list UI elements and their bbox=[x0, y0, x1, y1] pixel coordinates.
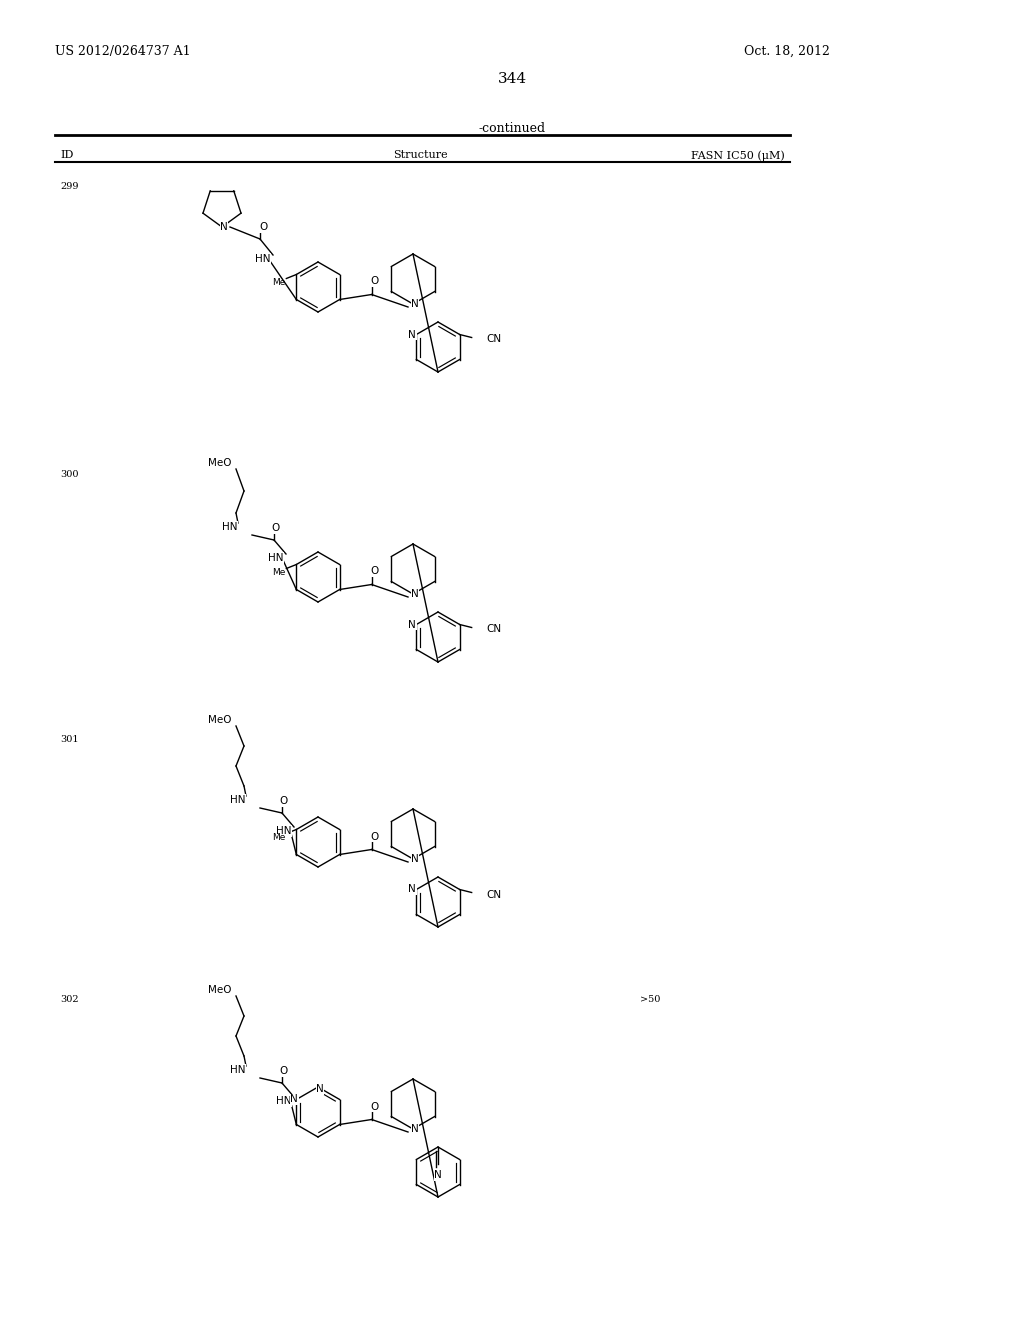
Text: Me: Me bbox=[271, 279, 285, 286]
Text: HN: HN bbox=[276, 1096, 292, 1106]
Text: Me: Me bbox=[271, 568, 285, 577]
Text: N: N bbox=[411, 854, 419, 865]
Text: O: O bbox=[280, 796, 288, 807]
Text: CN: CN bbox=[486, 334, 502, 345]
Text: MeO: MeO bbox=[208, 715, 231, 725]
Text: Me: Me bbox=[271, 833, 285, 842]
Text: N: N bbox=[316, 1084, 324, 1094]
Text: US 2012/0264737 A1: US 2012/0264737 A1 bbox=[55, 45, 190, 58]
Text: 302: 302 bbox=[60, 995, 79, 1005]
Text: MeO: MeO bbox=[208, 985, 231, 995]
Text: N: N bbox=[411, 589, 419, 599]
Text: N: N bbox=[409, 330, 416, 339]
Text: 300: 300 bbox=[60, 470, 79, 479]
Text: N: N bbox=[409, 884, 416, 895]
Text: >50: >50 bbox=[640, 995, 660, 1005]
Text: -continued: -continued bbox=[478, 121, 546, 135]
Text: MeO: MeO bbox=[208, 458, 231, 469]
Text: ID: ID bbox=[60, 150, 74, 160]
Text: N: N bbox=[411, 1125, 419, 1134]
Text: HN: HN bbox=[268, 553, 284, 564]
Text: Oct. 18, 2012: Oct. 18, 2012 bbox=[744, 45, 830, 58]
Text: 299: 299 bbox=[60, 182, 79, 191]
Text: O: O bbox=[371, 832, 379, 842]
Text: O: O bbox=[260, 222, 268, 232]
Text: CN: CN bbox=[486, 624, 502, 635]
Text: Structure: Structure bbox=[392, 150, 447, 160]
Text: HN: HN bbox=[230, 795, 246, 805]
Text: 344: 344 bbox=[498, 73, 526, 86]
Text: O: O bbox=[280, 1067, 288, 1076]
Text: N: N bbox=[434, 1170, 442, 1180]
Text: N: N bbox=[409, 619, 416, 630]
Text: N: N bbox=[291, 1094, 298, 1105]
Text: O: O bbox=[371, 566, 379, 577]
Text: 301: 301 bbox=[60, 735, 79, 744]
Text: O: O bbox=[371, 1101, 379, 1111]
Text: CN: CN bbox=[486, 890, 502, 899]
Text: HN: HN bbox=[230, 1065, 246, 1074]
Text: HN: HN bbox=[222, 521, 238, 532]
Text: O: O bbox=[272, 523, 281, 533]
Text: HN: HN bbox=[276, 826, 292, 836]
Text: O: O bbox=[371, 276, 379, 286]
Text: N: N bbox=[220, 222, 228, 232]
Text: HN: HN bbox=[255, 253, 270, 264]
Text: FASN IC50 (μM): FASN IC50 (μM) bbox=[691, 150, 785, 161]
Text: N: N bbox=[411, 300, 419, 309]
